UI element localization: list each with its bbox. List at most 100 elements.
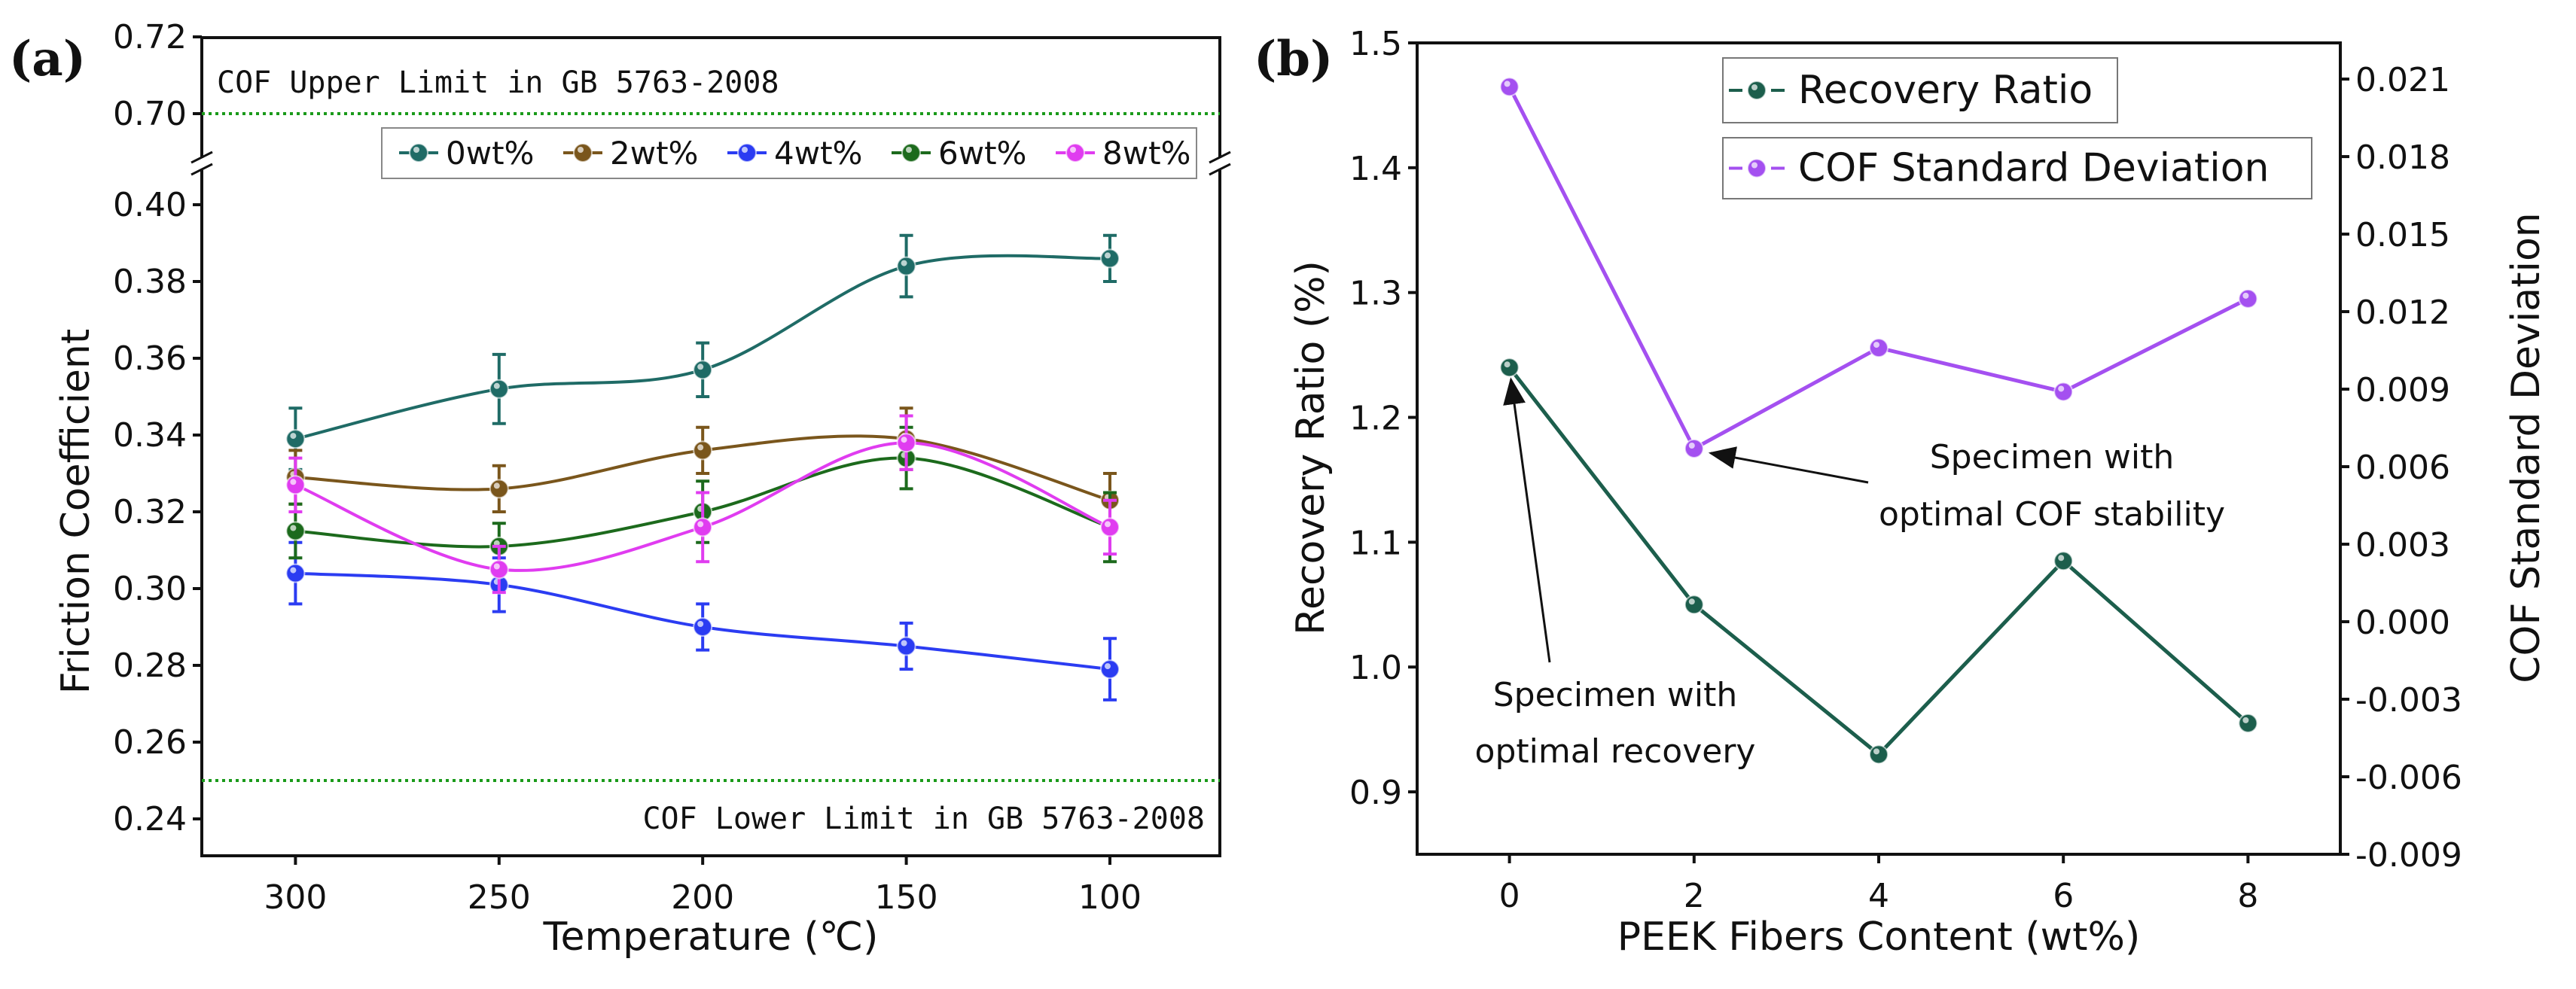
data-point-highlight xyxy=(901,260,907,266)
x-tick-label: 300 xyxy=(264,878,327,917)
data-point xyxy=(693,440,713,461)
legend-marker-highlight xyxy=(742,147,748,153)
y-tick-label: 0.38 xyxy=(113,263,187,301)
data-point-highlight xyxy=(290,479,297,485)
data-point-highlight xyxy=(697,444,704,451)
data-point-highlight xyxy=(1504,81,1511,87)
legend-marker xyxy=(573,143,593,163)
annotation-line: optimal recovery xyxy=(1475,732,1756,771)
series-4wt% xyxy=(285,540,1120,701)
data-point xyxy=(896,256,916,276)
data-point-highlight xyxy=(493,382,500,389)
data-point xyxy=(693,617,713,637)
data-point-highlight xyxy=(697,364,704,370)
data-point-highlight xyxy=(290,525,297,531)
series-COF Standard Deviation xyxy=(1499,77,2258,458)
data-point-highlight xyxy=(290,567,297,574)
data-point-highlight xyxy=(1688,598,1695,605)
data-point-highlight xyxy=(493,482,500,489)
data-point xyxy=(285,521,306,541)
chart-a: (a) 0.24 0.26 0.28 0.30 0.32 0.34 0.36 0.38 0.40 0… xyxy=(9,18,1231,960)
panel-label: (b) xyxy=(1254,31,1333,87)
axis-break-left xyxy=(191,151,213,176)
y-right-axis-label: COF Standard Deviation xyxy=(2504,212,2549,683)
x-tick-label: 100 xyxy=(1078,878,1142,917)
data-point xyxy=(489,559,509,580)
data-point xyxy=(2238,288,2258,309)
y-right-tick-label: -0.003 xyxy=(2355,681,2462,720)
x-tick-label: 0 xyxy=(1499,877,1520,915)
legend-marker xyxy=(737,143,757,163)
data-point xyxy=(1684,595,1704,615)
data-point-highlight xyxy=(1104,521,1111,528)
data-point-highlight xyxy=(2058,555,2065,561)
legend-label: 8wt% xyxy=(1102,135,1190,172)
data-point xyxy=(1499,77,1520,97)
data-point xyxy=(489,379,509,399)
y-right-tick-label: -0.006 xyxy=(2355,759,2462,797)
y-tick-label: 1.3 xyxy=(1349,275,1402,313)
data-point xyxy=(1869,338,1889,358)
x-tick-label: 6 xyxy=(2053,877,2074,915)
y-right-tick-label: 0.000 xyxy=(2355,604,2450,642)
data-point xyxy=(1684,439,1704,458)
y-tick-label: 0.72 xyxy=(113,18,187,56)
data-point-highlight xyxy=(697,521,704,528)
data-point xyxy=(2238,713,2258,733)
legend-cof-sd: COF Standard Deviation xyxy=(1722,137,2312,199)
x-tick-label: 8 xyxy=(2237,877,2258,915)
y-tick-label: 0.9 xyxy=(1349,774,1402,812)
data-point-highlight xyxy=(1688,443,1695,449)
legend-marker-highlight xyxy=(906,147,912,153)
legend: 0wt% 2wt% 4wt% 6wt% 8wt% xyxy=(381,127,1197,179)
x-tick-label: 200 xyxy=(671,878,734,917)
series-0wt% xyxy=(285,233,1120,471)
legend-box xyxy=(1722,137,2312,199)
data-point xyxy=(896,636,916,656)
y-tick-label: 1.5 xyxy=(1349,25,1402,63)
data-point-highlight xyxy=(697,621,704,627)
y-tick-label: 0.24 xyxy=(113,800,187,838)
data-point xyxy=(693,517,713,537)
upper-limit-label: COF Upper Limit in GB 5763-2008 xyxy=(217,65,779,100)
chart-b: (b) 0.9 1.0 1.1 1.2 1.3 1.4 1.5 -0.009 -0.006 -0.0… xyxy=(1254,25,2549,960)
legend-marker-highlight xyxy=(578,147,584,153)
legend-label: 4wt% xyxy=(774,135,862,172)
y-tick-label: 0.36 xyxy=(113,339,187,378)
y-axis-label: Recovery Ratio (%) xyxy=(1288,260,1334,635)
data-point-highlight xyxy=(493,563,500,570)
x-axis-label: Temperature (℃) xyxy=(543,914,879,960)
data-point-highlight xyxy=(290,433,297,440)
data-point xyxy=(693,360,713,380)
y-tick-label: 1.4 xyxy=(1349,150,1402,188)
y-tick-label: 0.40 xyxy=(113,186,187,224)
annotation-arrow xyxy=(1708,446,1869,484)
annotation-line: Specimen with xyxy=(1930,438,2175,476)
y-right-tick-label: 0.006 xyxy=(2355,449,2450,487)
y-tick-label: 0.30 xyxy=(113,570,187,608)
data-point-highlight xyxy=(901,640,907,647)
data-point-highlight xyxy=(1104,252,1111,259)
legend-marker xyxy=(409,143,428,163)
legend-label: 0wt% xyxy=(446,135,534,172)
y-tick-label: 0.34 xyxy=(113,416,187,455)
y-right-tick-label: 0.018 xyxy=(2355,138,2450,177)
lower-limit-label: COF Lower Limit in GB 5763-2008 xyxy=(642,802,1205,836)
panel-label: (a) xyxy=(9,31,86,87)
data-point xyxy=(1869,744,1889,765)
x-tick-label: 150 xyxy=(875,878,938,917)
data-point xyxy=(2053,551,2074,571)
data-point-highlight xyxy=(2242,292,2249,299)
legend-marker-highlight xyxy=(1070,147,1076,153)
data-point-highlight xyxy=(901,437,907,443)
y-tick-label: 1.1 xyxy=(1349,524,1402,562)
legend-marker xyxy=(901,143,921,163)
y-right-tick-label: 0.021 xyxy=(2355,61,2450,99)
y-tick-label: 0.70 xyxy=(113,95,187,133)
data-point xyxy=(285,429,306,449)
data-point-highlight xyxy=(2058,385,2065,392)
x-axis-label: PEEK Fibers Content (wt%) xyxy=(1617,914,2141,960)
data-point xyxy=(2053,382,2074,402)
y-right-tick-label: 0.015 xyxy=(2355,216,2450,254)
